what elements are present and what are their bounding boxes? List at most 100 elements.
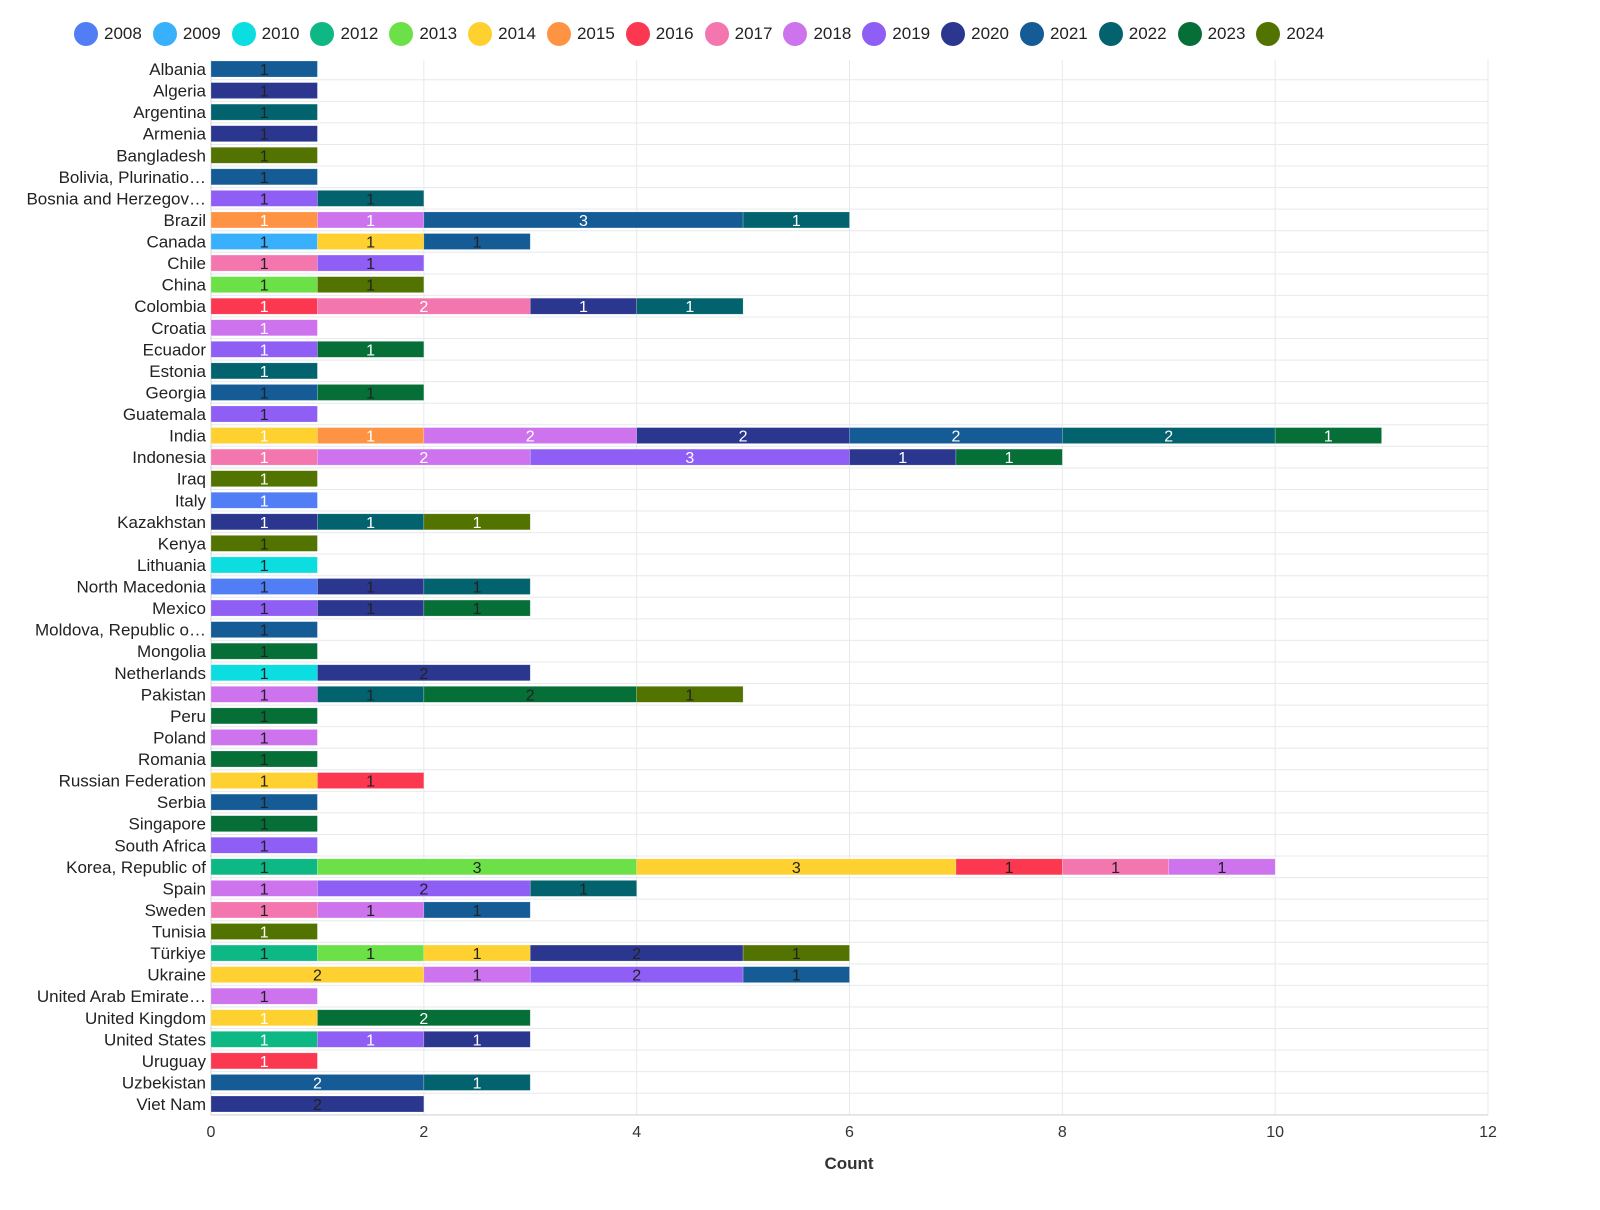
legend-item-2012[interactable]: 2012	[310, 22, 378, 46]
bar-segment-2013[interactable]	[317, 858, 637, 876]
bar-segment-2023[interactable]	[210, 642, 318, 660]
legend-item-2022[interactable]: 2022	[1098, 22, 1167, 46]
bar-segment-2019[interactable]	[210, 836, 318, 854]
bar-segment-2015[interactable]	[317, 427, 425, 444]
bar-segment-2014[interactable]	[210, 966, 425, 983]
bar-segment-2021[interactable]	[423, 233, 531, 250]
bar-segment-2020[interactable]	[317, 664, 531, 682]
bar-segment-2024[interactable]	[210, 146, 318, 164]
legend-item-2024[interactable]: 2024	[1256, 22, 1324, 46]
y-tick-label: Iraq	[177, 470, 206, 489]
bar-segment-2021[interactable]	[210, 793, 318, 811]
bar-segment-2021[interactable]	[423, 901, 531, 919]
bar-segment-2021[interactable]	[210, 168, 318, 186]
bar-row: 1	[210, 168, 318, 187]
bar-data-label: 1	[260, 817, 269, 834]
bar-segment-2022[interactable]	[317, 513, 425, 531]
bar-segment-2022[interactable]	[317, 190, 425, 207]
legend-item-2017[interactable]: 2017	[704, 22, 772, 46]
bar-data-label: 1	[260, 299, 269, 316]
legend-label: 2022	[1128, 24, 1167, 43]
bar-segment-2020[interactable]	[423, 1031, 531, 1048]
bar-segment-2018[interactable]	[210, 319, 318, 337]
legend-item-2016[interactable]: 2016	[625, 22, 694, 46]
legend-item-2023[interactable]: 2023	[1177, 22, 1245, 46]
bar-segment-2021[interactable]	[210, 621, 318, 638]
bar-segment-2024[interactable]	[742, 944, 850, 962]
legend-item-2020[interactable]: 2020	[941, 22, 1009, 46]
legend-item-2010[interactable]: 2010	[231, 22, 299, 46]
bar-segment-2008[interactable]	[210, 491, 318, 509]
bar-data-label: 1	[260, 881, 269, 898]
bar-data-label: 1	[260, 752, 269, 769]
legend-item-2021[interactable]: 2021	[1019, 22, 1088, 46]
bar-segment-2020[interactable]	[317, 599, 425, 617]
y-tick-label: North Macedonia	[77, 578, 207, 597]
bar-segment-2023[interactable]	[210, 750, 318, 768]
bar-segment-2022[interactable]	[210, 362, 318, 380]
y-tick-label: Lithuania	[137, 556, 207, 575]
bar-segment-2023[interactable]	[955, 448, 1063, 466]
legend-item-2008[interactable]: 2008	[74, 22, 142, 46]
bar-segment-2022[interactable]	[529, 880, 637, 897]
bar-segment-2018[interactable]	[210, 729, 318, 746]
x-tick-label: 2	[419, 1124, 428, 1141]
bar-segment-2023[interactable]	[317, 341, 425, 358]
bar-row: 1	[210, 793, 318, 812]
bar-segment-2022[interactable]	[317, 686, 425, 703]
bar-segment-2023[interactable]	[210, 707, 318, 725]
bar-segment-2023[interactable]	[210, 815, 318, 832]
bar-segment-2024[interactable]	[210, 470, 318, 487]
legend-item-2018[interactable]: 2018	[783, 22, 851, 46]
legend-label: 2018	[813, 24, 852, 43]
bar-segment-2022[interactable]	[210, 103, 318, 121]
bar-data-label: 1	[260, 666, 269, 683]
y-tick-label: Indonesia	[132, 448, 206, 467]
bar-data-label: 2	[632, 946, 641, 963]
legend-swatch	[704, 22, 729, 46]
bar-segment-2024[interactable]	[636, 686, 744, 703]
bar-row: 1	[210, 707, 318, 726]
bar-segment-2014[interactable]	[317, 233, 425, 250]
bar-segment-2024[interactable]	[423, 513, 531, 531]
bar-segment-2018[interactable]	[210, 987, 318, 1005]
bar-row: 1 2 1	[210, 880, 637, 898]
bar-segment-2022[interactable]	[423, 578, 531, 595]
bar-segment-2018[interactable]	[1168, 858, 1276, 876]
bar-segment-2023[interactable]	[1274, 427, 1382, 444]
bar-segment-2023[interactable]	[317, 384, 425, 401]
bar-segment-2019[interactable]	[317, 1031, 425, 1048]
bar-segment-2023[interactable]	[317, 1009, 531, 1027]
bar-segment-2020[interactable]	[317, 578, 425, 595]
bar-segment-2021[interactable]	[742, 966, 850, 983]
bar-segment-2018[interactable]	[317, 211, 425, 229]
legend-item-2013[interactable]: 2013	[389, 22, 457, 46]
legend-item-2015[interactable]: 2015	[546, 22, 615, 46]
bar-segment-2022[interactable]	[423, 1074, 531, 1091]
y-tick-label: Uruguay	[142, 1052, 207, 1071]
y-tick-label: Mexico	[152, 599, 206, 618]
bar-segment-2013[interactable]	[317, 944, 425, 962]
bar-segment-2016[interactable]	[210, 1052, 318, 1070]
bar-segment-2024[interactable]	[317, 276, 425, 293]
bar-segment-2022[interactable]	[742, 211, 850, 229]
legend-item-2019[interactable]: 2019	[862, 22, 930, 46]
bar-segment-2022[interactable]	[636, 297, 744, 315]
legend-item-2014[interactable]: 2014	[468, 22, 536, 46]
bar-segment-2024[interactable]	[210, 923, 318, 940]
bar-segment-2018[interactable]	[317, 901, 425, 919]
bar-segment-2021[interactable]	[210, 60, 318, 78]
bar-segment-2019[interactable]	[317, 254, 425, 272]
bar-segment-2016[interactable]	[317, 772, 425, 789]
y-tick-label: Canada	[146, 233, 206, 252]
bar-segment-2020[interactable]	[210, 82, 318, 99]
legend-item-2009[interactable]: 2009	[152, 22, 221, 46]
bar-segment-2020[interactable]	[210, 1095, 425, 1113]
bar-segment-2023[interactable]	[423, 599, 531, 617]
bar-segment-2021[interactable]	[210, 1074, 425, 1091]
bar-segment-2020[interactable]	[210, 125, 318, 142]
bar-segment-2024[interactable]	[210, 535, 318, 552]
bar-segment-2019[interactable]	[210, 405, 318, 423]
bar-segment-2010[interactable]	[210, 556, 318, 574]
